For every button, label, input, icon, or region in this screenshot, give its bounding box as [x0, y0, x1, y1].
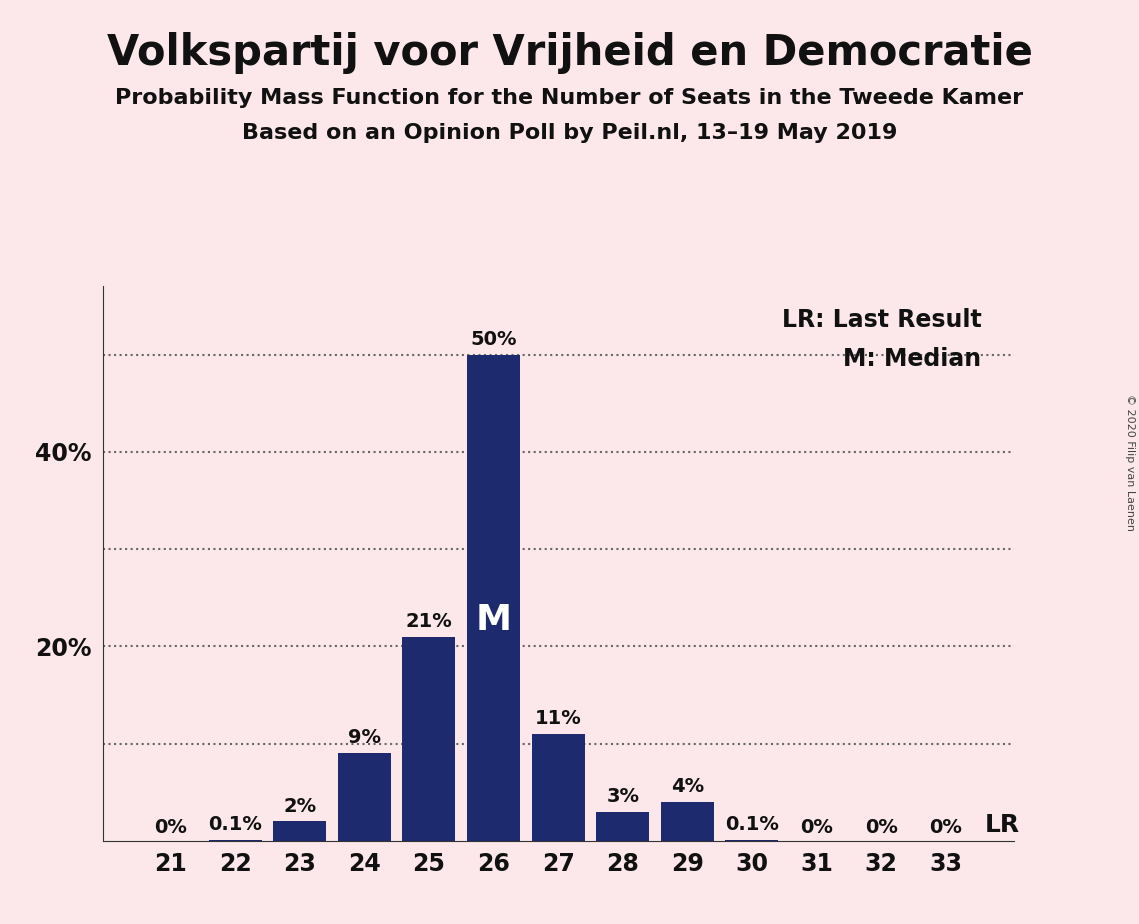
Bar	[726, 840, 778, 841]
Bar	[596, 811, 649, 841]
Text: 21%: 21%	[405, 612, 452, 631]
Text: Based on an Opinion Poll by Peil.nl, 13–19 May 2019: Based on an Opinion Poll by Peil.nl, 13–…	[241, 123, 898, 143]
Text: 4%: 4%	[671, 777, 704, 796]
Bar	[532, 734, 584, 841]
Text: 3%: 3%	[606, 787, 639, 806]
Text: 2%: 2%	[284, 796, 317, 816]
Text: LR: LR	[984, 813, 1019, 837]
Text: 0%: 0%	[800, 818, 833, 837]
Bar	[467, 355, 521, 841]
Bar	[402, 637, 456, 841]
Bar	[273, 821, 326, 841]
Text: 0%: 0%	[154, 818, 187, 837]
Text: Probability Mass Function for the Number of Seats in the Tweede Kamer: Probability Mass Function for the Number…	[115, 88, 1024, 108]
Bar	[338, 753, 391, 841]
Text: 0.1%: 0.1%	[208, 815, 262, 834]
Text: M: M	[475, 602, 511, 637]
Text: © 2020 Filip van Laenen: © 2020 Filip van Laenen	[1125, 394, 1134, 530]
Text: 0.1%: 0.1%	[726, 815, 779, 834]
Bar	[208, 840, 262, 841]
Text: 50%: 50%	[470, 330, 517, 348]
Text: 9%: 9%	[347, 728, 380, 748]
Text: 0%: 0%	[865, 818, 898, 837]
Bar	[661, 802, 714, 841]
Text: LR: Last Result: LR: Last Result	[781, 309, 982, 333]
Text: 11%: 11%	[534, 709, 582, 728]
Text: Volkspartij voor Vrijheid en Democratie: Volkspartij voor Vrijheid en Democratie	[107, 32, 1032, 74]
Text: 0%: 0%	[929, 818, 962, 837]
Text: M: Median: M: Median	[843, 347, 982, 371]
